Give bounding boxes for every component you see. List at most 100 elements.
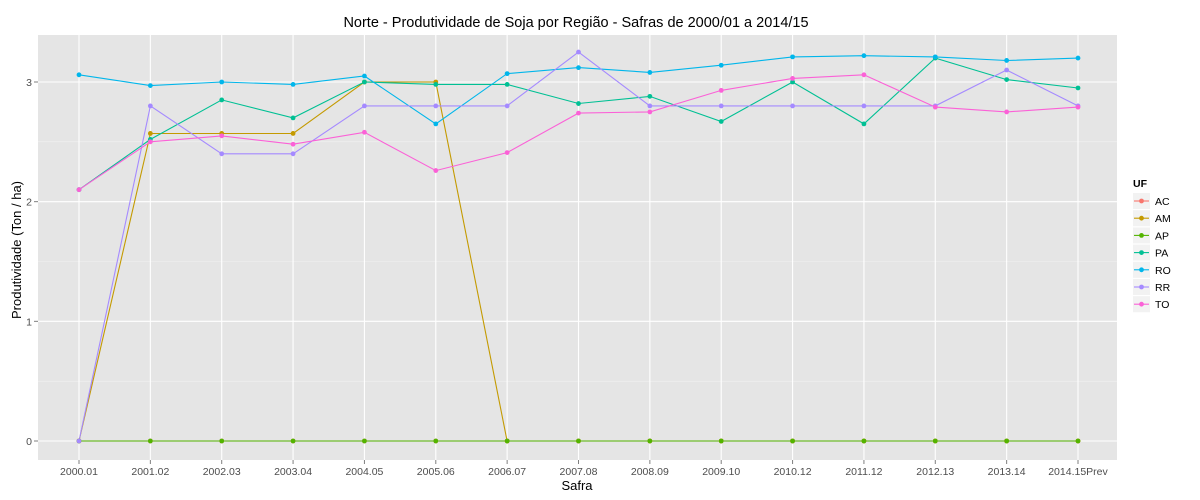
legend-key-point-ac xyxy=(1139,198,1144,204)
data-point-pa xyxy=(504,81,510,87)
minor-gridlines xyxy=(38,141,1117,382)
legend-label-ac: AC xyxy=(1155,196,1170,208)
data-point-ro xyxy=(147,83,153,88)
x-tick-label: 2001.02 xyxy=(131,466,169,478)
data-point-to xyxy=(290,141,296,147)
data-point-to xyxy=(362,129,367,135)
data-point-ro xyxy=(647,70,653,75)
data-point-pa xyxy=(219,97,225,103)
data-point-ap xyxy=(147,438,153,444)
data-point-ap xyxy=(290,438,296,444)
data-point-pa xyxy=(647,93,653,99)
data-point-rr xyxy=(1004,67,1010,73)
data-point-rr xyxy=(433,103,439,109)
data-point-ap xyxy=(433,438,439,444)
data-point-ap xyxy=(790,438,795,444)
legend-key-point-ap xyxy=(1139,233,1144,238)
data-point-to xyxy=(718,87,724,93)
data-point-to xyxy=(1004,109,1010,115)
data-point-ap xyxy=(647,438,653,444)
data-point-rr xyxy=(504,103,510,109)
data-point-to xyxy=(504,150,510,156)
data-point-pa xyxy=(718,119,724,124)
y-axis-title: Produtividade (Ton / ha) xyxy=(9,181,24,319)
data-point-ap xyxy=(932,438,938,444)
data-point-ro xyxy=(504,71,510,77)
data-point-rr xyxy=(790,103,795,109)
data-point-ro xyxy=(576,65,581,71)
data-point-pa xyxy=(576,101,581,106)
data-point-to xyxy=(647,109,653,115)
x-axis-title: Safra xyxy=(561,478,593,493)
y-tick-label: 1 xyxy=(26,316,32,328)
data-point-pa xyxy=(790,79,795,85)
data-point-am xyxy=(147,131,153,136)
data-point-ap xyxy=(219,438,225,444)
data-point-ap xyxy=(504,438,510,444)
legend-label-pa: PA xyxy=(1155,248,1168,260)
data-point-rr xyxy=(861,103,867,109)
y-axis-ticks: 0 1 2 3 xyxy=(26,77,38,448)
plot-panel xyxy=(38,35,1117,460)
data-point-ro xyxy=(362,73,367,79)
data-point-rr xyxy=(76,438,82,444)
data-point-pa xyxy=(290,115,296,121)
x-tick-label: 2009.10 xyxy=(702,466,740,478)
legend-label-rr: RR xyxy=(1155,282,1171,294)
data-point-rr xyxy=(647,103,653,109)
data-point-to xyxy=(219,133,225,139)
data-point-ro xyxy=(219,79,225,85)
x-tick-label: 2000.01 xyxy=(60,466,98,478)
x-tick-label: 2011.12 xyxy=(845,466,882,478)
chart-title: Norte - Produtividade de Soja por Região… xyxy=(343,15,808,31)
series-points xyxy=(76,49,1081,444)
data-point-ap xyxy=(576,438,581,444)
y-tick-label: 3 xyxy=(26,77,32,89)
legend-label-ro: RO xyxy=(1155,265,1171,277)
x-tick-label: 2008.09 xyxy=(631,466,669,478)
data-point-to xyxy=(147,139,153,145)
legend-label-to: TO xyxy=(1155,299,1169,311)
data-point-to xyxy=(1075,104,1081,110)
data-point-to xyxy=(576,110,581,116)
legend-label-am: AM xyxy=(1155,213,1171,225)
data-point-ro xyxy=(76,72,82,78)
data-point-pa xyxy=(1075,85,1081,91)
legend-key-point-ro xyxy=(1139,267,1144,273)
x-tick-label: 2010.12 xyxy=(774,466,812,478)
x-tick-label: 2012.13 xyxy=(916,466,954,478)
y-tick-label: 0 xyxy=(26,436,32,448)
data-point-ro xyxy=(718,62,724,68)
data-point-ap xyxy=(1004,438,1010,444)
data-point-pa xyxy=(362,79,367,85)
data-point-rr xyxy=(290,151,296,157)
legend-title: UF xyxy=(1133,178,1148,190)
y-tick-label: 2 xyxy=(26,197,32,209)
legend-key-point-pa xyxy=(1139,250,1144,256)
data-point-to xyxy=(932,104,938,110)
x-tick-label: 2007.08 xyxy=(560,466,598,478)
data-point-to xyxy=(76,187,82,193)
x-tick-label: 2006.07 xyxy=(488,466,526,478)
data-point-pa xyxy=(1004,77,1010,83)
data-point-ro xyxy=(1004,58,1010,63)
data-point-ap xyxy=(1075,438,1081,444)
data-point-ro xyxy=(790,54,795,60)
x-tick-label: 2002.03 xyxy=(203,466,241,478)
data-point-ap xyxy=(861,438,867,444)
legend-label-ap: AP xyxy=(1155,230,1169,242)
data-point-to xyxy=(861,72,867,78)
legend-key-point-to xyxy=(1139,301,1144,307)
data-point-rr xyxy=(718,103,724,109)
data-point-to xyxy=(790,76,795,81)
data-point-rr xyxy=(219,151,225,157)
legend: UF AC AM AP PA RO RR TO xyxy=(1128,173,1192,321)
data-point-ro xyxy=(290,81,296,87)
x-axis-ticks: 2000.01 2001.02 2002.03 2003.04 2004.05 2005.… xyxy=(60,460,1109,478)
x-tick-label: 2003.04 xyxy=(274,466,312,478)
data-point-ro xyxy=(1075,55,1081,61)
data-point-rr xyxy=(576,49,581,55)
data-point-rr xyxy=(362,103,367,109)
data-point-ro xyxy=(932,54,938,60)
